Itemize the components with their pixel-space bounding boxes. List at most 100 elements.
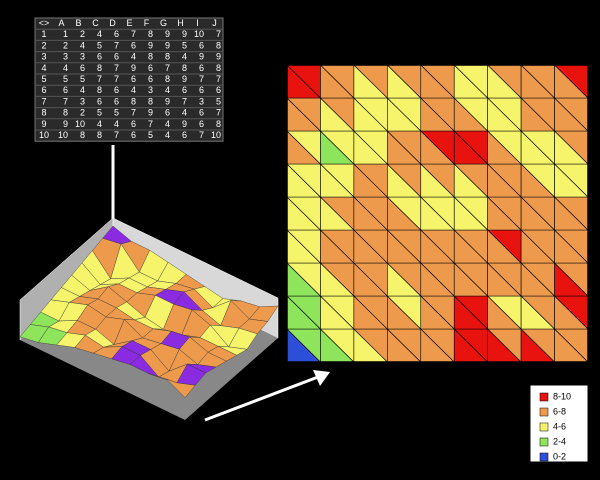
row-header: 9 — [41, 119, 46, 129]
column-header: F — [144, 18, 150, 28]
cell: 8 — [63, 108, 68, 118]
cell: 8 — [97, 130, 102, 140]
cell: 9 — [165, 29, 170, 39]
cell: 4 — [63, 63, 68, 73]
cell: 6 — [114, 29, 119, 39]
cell: 4 — [131, 52, 136, 62]
cell: 4 — [182, 52, 187, 62]
cell: 9 — [182, 119, 187, 129]
row-header: 10 — [39, 130, 49, 140]
legend-label: 6-8 — [553, 406, 566, 416]
cell: 9 — [182, 74, 187, 84]
surface-chart — [19, 217, 279, 420]
legend-swatch — [539, 437, 549, 447]
row-header: 5 — [41, 74, 46, 84]
legend-label: 8-10 — [553, 391, 571, 401]
cell: 9 — [216, 52, 221, 62]
cell: 8 — [182, 63, 187, 73]
cell: 5 — [114, 108, 119, 118]
cell: 10 — [58, 130, 68, 140]
row-header: 1 — [41, 29, 46, 39]
cell: 6 — [131, 74, 136, 84]
cell: 6 — [148, 63, 153, 73]
legend-label: 0-2 — [553, 451, 566, 461]
cell: 6 — [182, 130, 187, 140]
cell: 7 — [114, 74, 119, 84]
cell: 7 — [97, 74, 102, 84]
legend-label: 4-6 — [553, 421, 566, 431]
cell: 9 — [63, 119, 68, 129]
row-header: 8 — [41, 108, 46, 118]
cell: 7 — [114, 130, 119, 140]
cell: 3 — [199, 96, 204, 106]
cell: 6 — [182, 85, 187, 95]
cell: 7 — [114, 40, 119, 50]
cell: 7 — [199, 130, 204, 140]
legend-swatch — [539, 422, 549, 432]
cell: 2 — [63, 40, 68, 50]
cell: 9 — [148, 40, 153, 50]
cell: 4 — [80, 85, 85, 95]
cell: 8 — [148, 52, 153, 62]
column-header: I — [196, 18, 199, 28]
cell: 3 — [80, 52, 85, 62]
cell: 8 — [165, 74, 170, 84]
column-header: C — [92, 18, 99, 28]
cell: 8 — [97, 85, 102, 95]
cell: 3 — [148, 85, 153, 95]
contour-chart — [286, 64, 589, 363]
legend-swatch — [539, 392, 549, 402]
cell: 9 — [182, 29, 187, 39]
cell: 6 — [63, 85, 68, 95]
cell: 2 — [80, 29, 85, 39]
cell: 6 — [216, 85, 221, 95]
cell: 5 — [80, 74, 85, 84]
cell: 4 — [131, 85, 136, 95]
cell: 7 — [165, 63, 170, 73]
cell: 7 — [114, 63, 119, 73]
cell: 6 — [199, 85, 204, 95]
row-header: 2 — [41, 40, 46, 50]
cell: 2 — [80, 108, 85, 118]
cell: 8 — [80, 130, 85, 140]
cell: 10 — [211, 130, 221, 140]
column-header: <> — [39, 18, 50, 28]
row-header: 7 — [41, 96, 46, 106]
table-bg — [34, 17, 224, 142]
cell: 5 — [216, 96, 221, 106]
cell: 7 — [131, 29, 136, 39]
cell: 8 — [216, 40, 221, 50]
column-header: E — [126, 18, 132, 28]
cell: 6 — [148, 74, 153, 84]
cell: 6 — [199, 108, 204, 118]
cell: 4 — [114, 119, 119, 129]
cell: 7 — [148, 119, 153, 129]
cell: 1 — [63, 29, 68, 39]
cell: 10 — [194, 29, 204, 39]
cell: 4 — [97, 29, 102, 39]
cell: 5 — [182, 40, 187, 50]
cell: 4 — [80, 40, 85, 50]
cell: 6 — [80, 63, 85, 73]
column-header: B — [75, 18, 81, 28]
cell: 4 — [165, 130, 170, 140]
column-header: H — [177, 18, 184, 28]
cell: 7 — [63, 96, 68, 106]
cell: 5 — [148, 130, 153, 140]
legend: 8-10 6-8 4-6 2-4 0-2 — [539, 391, 571, 461]
cell: 8 — [97, 63, 102, 73]
cell: 6 — [199, 63, 204, 73]
cell: 9 — [165, 40, 170, 50]
cell: 6 — [131, 119, 136, 129]
column-header: G — [160, 18, 167, 28]
cell: 4 — [165, 119, 170, 129]
data-table: <> A B C D E F G H I J1 1 2 4 6 7 8 9 9 10 72 2 4 5 7 6 9 9 5 6 83 3 3 6 6… — [34, 17, 224, 142]
legend-swatch — [539, 407, 549, 417]
cell: 3 — [63, 52, 68, 62]
cell: 6 — [199, 119, 204, 129]
cell: 8 — [148, 29, 153, 39]
cell: 5 — [97, 40, 102, 50]
cell: 7 — [216, 108, 221, 118]
cell: 5 — [63, 74, 68, 84]
cell: 7 — [199, 74, 204, 84]
